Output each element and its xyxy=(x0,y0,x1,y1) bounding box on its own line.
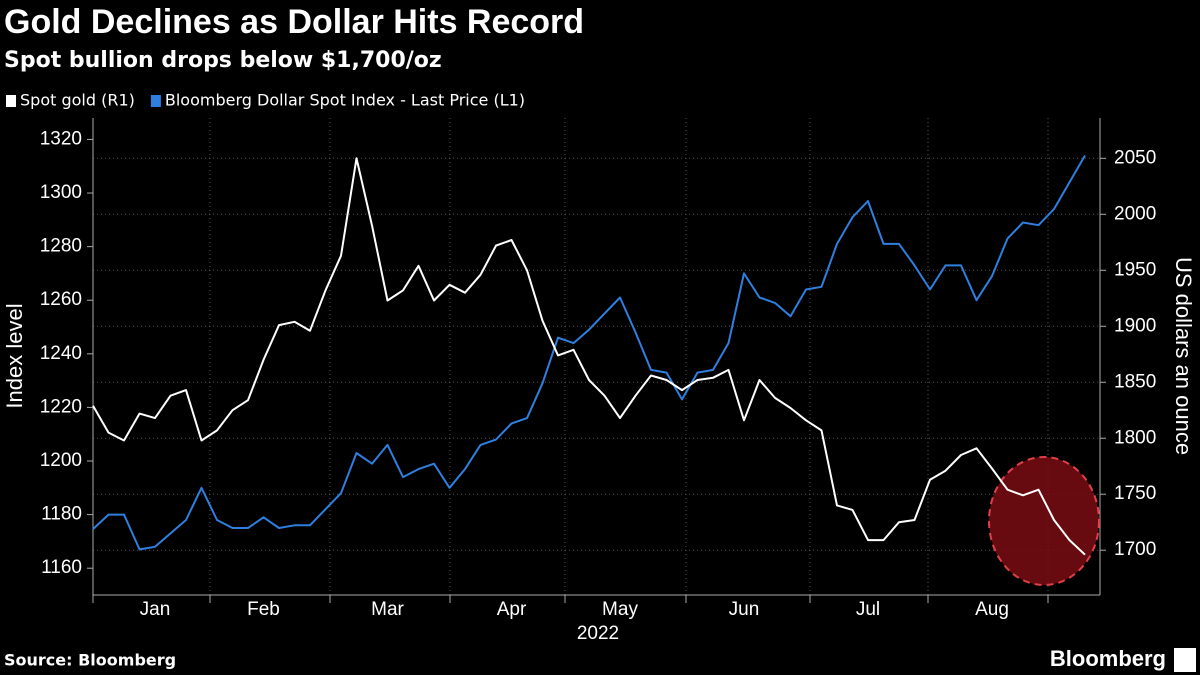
x-tick-label: Feb xyxy=(247,599,280,620)
x-tick-label: Jun xyxy=(729,599,760,620)
y2-tick-label: 1900 xyxy=(1114,315,1156,336)
series-line xyxy=(92,157,1086,556)
x-axis-label: 2022 xyxy=(577,623,619,644)
legend-label: Spot gold (R1) xyxy=(20,91,135,110)
y-tick-label: 1320 xyxy=(40,128,82,149)
y2-axis-label: US dollars an ounce xyxy=(1171,257,1196,455)
highlight-circle xyxy=(988,456,1100,586)
y2-tick-label: 1850 xyxy=(1114,371,1156,392)
y2-tick-label: 1800 xyxy=(1114,427,1156,448)
x-tick-label: Jan xyxy=(140,599,171,620)
source: Source: Bloomberg xyxy=(4,651,176,670)
y2-tick-label: 1700 xyxy=(1114,539,1156,560)
y2-tick-label: 1950 xyxy=(1114,259,1156,280)
month-ticks xyxy=(92,595,1049,603)
axes xyxy=(92,118,1101,603)
x-tick-label: May xyxy=(602,599,638,620)
y-tick-label: 1160 xyxy=(41,557,82,578)
brand: Bloomberg xyxy=(1050,646,1166,671)
y-tick-label: 1300 xyxy=(40,182,82,203)
x-tick-label: Apr xyxy=(497,599,527,620)
y-tick-label: 1280 xyxy=(40,236,82,257)
series-line xyxy=(92,154,1086,551)
y-tick-label: 1220 xyxy=(40,396,82,417)
y-tick-label: 1240 xyxy=(40,343,82,364)
y-tick-label: 1260 xyxy=(40,289,82,310)
y-axis-label: Index level xyxy=(2,303,27,408)
legend: Spot gold (R1) Bloomberg Dollar Spot Inde… xyxy=(6,91,525,110)
y-tick-label: 1200 xyxy=(40,450,82,471)
chart-title: Gold Declines as Dollar Hits Record xyxy=(4,3,584,41)
y-tick-label: 1180 xyxy=(41,504,82,525)
brand-icon xyxy=(1174,648,1196,672)
x-tick-label: Mar xyxy=(371,599,404,620)
y2-tick-label: 2000 xyxy=(1114,203,1156,224)
legend-swatch xyxy=(6,95,16,107)
y2-tick-label: 1750 xyxy=(1114,483,1156,504)
chart-subtitle: Spot bullion drops below $1,700/oz xyxy=(4,48,442,73)
x-tick-label: Aug xyxy=(975,599,1009,620)
x-tick-label: Jul xyxy=(856,599,880,620)
y2-tick-label: 2050 xyxy=(1114,147,1156,168)
legend-label: Bloomberg Dollar Spot Index - Last Price… xyxy=(165,91,525,110)
legend-swatch xyxy=(150,95,161,107)
